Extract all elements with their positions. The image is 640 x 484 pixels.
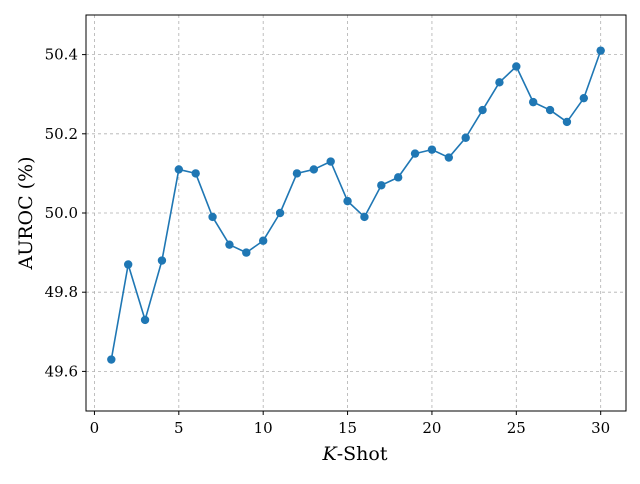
data-point [242,248,251,257]
x-tick-label: 25 [507,419,526,437]
data-point [545,105,555,115]
data-point [157,256,167,265]
x-tick-label: 0 [90,419,100,437]
data-point [579,93,589,103]
x-axis-label-variable: K [322,443,339,465]
y-tick-label: 50.2 [45,125,78,143]
data-point [174,165,184,174]
data-point [512,62,521,71]
data-point [107,355,116,364]
x-tick-label: 20 [422,419,441,437]
series-line [110,50,602,360]
data-point [292,169,302,178]
data-point [495,78,504,87]
y-tick-label: 49.8 [45,283,78,301]
y-tick-label: 50.0 [45,204,78,222]
data-point [478,105,487,115]
data-point [123,260,133,269]
data-point [208,212,217,222]
data-point [461,133,470,142]
data-point [562,117,572,127]
axis-ticks: 0 5 10 15 20 25 30 49.6 49.8 50.0 50.2 50.4 [45,46,611,437]
data-point [191,169,200,178]
data-point [309,165,319,174]
data-point [275,208,285,218]
data-point [410,149,420,158]
data-point [596,46,605,55]
y-axis-label: AUROC (%) [15,156,37,270]
data-point [225,240,234,249]
series-layer [107,46,605,364]
x-axis-label-text: -Shot [337,443,388,465]
data-point [326,157,335,166]
y-tick-label: 50.4 [45,46,78,64]
grid [86,15,626,411]
data-point [140,315,150,325]
x-axis-label: K-Shot [322,443,388,465]
x-tick-label: 5 [174,419,184,437]
x-tick-label: 10 [254,419,273,437]
data-point [444,153,454,162]
data-point [258,236,268,245]
data-point [343,196,352,206]
data-point [427,145,437,154]
data-point [377,181,386,190]
data-point [393,173,403,182]
data-point [360,212,369,222]
x-tick-label: 30 [591,419,610,437]
y-tick-label: 49.6 [45,362,78,380]
data-point [528,97,538,107]
x-tick-label: 15 [338,419,357,437]
